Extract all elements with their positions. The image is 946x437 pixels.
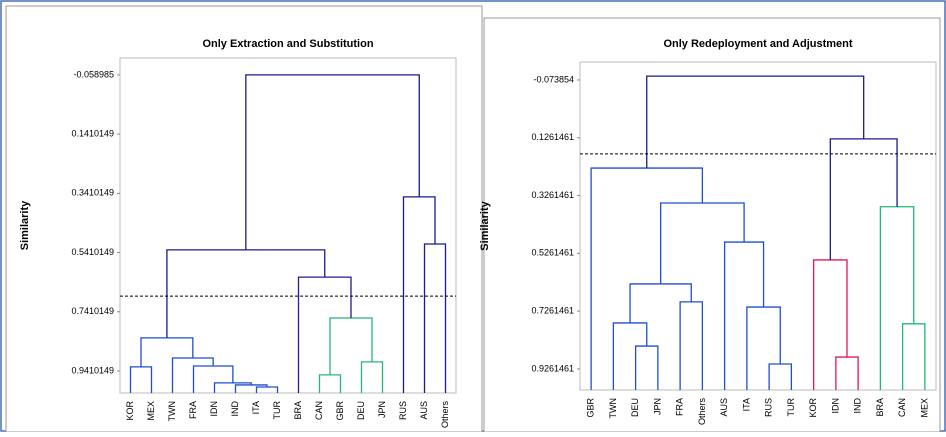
- dendrogram-link: [213, 382, 252, 393]
- dendrogram-link: [171, 357, 214, 393]
- leaf-label: CAN: [897, 398, 907, 417]
- leaf-label: TWN: [167, 401, 177, 422]
- leaf-label: RUS: [398, 401, 408, 420]
- leaf-label: MEX: [919, 398, 929, 418]
- dendrogram-link: [629, 283, 692, 323]
- y-axis-label: Similarity: [19, 200, 31, 250]
- y-tick-label: 0.9410149: [71, 365, 114, 375]
- leaf-label: GBR: [586, 398, 596, 418]
- leaf-label: IDN: [209, 401, 219, 417]
- y-tick-label: 0.3410149: [71, 188, 114, 198]
- chart-title: Only Redeployment and Adjustment: [663, 38, 852, 50]
- dendrogram-link: [812, 259, 848, 390]
- y-tick-label: -0.073854: [533, 74, 574, 84]
- leaf-label: GBR: [335, 401, 345, 421]
- leaf-label: TUR: [272, 401, 282, 420]
- panel: [5, 5, 483, 433]
- leaf-label: IND: [853, 398, 863, 414]
- leaf-label: DEU: [630, 398, 640, 417]
- leaf-label: KOR: [125, 401, 135, 421]
- leaf-label: JPN: [652, 398, 662, 415]
- chart-title: Only Extraction and Substitution: [202, 38, 373, 50]
- dendrogram-link: [297, 276, 352, 393]
- dendrogram-link: [746, 306, 781, 390]
- y-tick-label: 0.5261461: [531, 248, 574, 258]
- dendrogram-link: [255, 386, 279, 393]
- dendrogram-link: [234, 384, 268, 393]
- dendrogram-link: [660, 202, 745, 284]
- leaf-label: CAN: [314, 401, 324, 420]
- leaf-label: ITA: [741, 398, 751, 411]
- y-tick-label: 0.7261461: [531, 306, 574, 316]
- y-tick-label: 0.3261461: [531, 190, 574, 200]
- leaf-label: Others: [697, 398, 707, 426]
- y-tick-label: 0.5410149: [71, 247, 114, 257]
- leaf-label: IND: [230, 401, 240, 417]
- leaf-label: AUS: [719, 398, 729, 417]
- leaf-label: FRA: [188, 401, 198, 419]
- leaf-label: JPN: [377, 401, 387, 418]
- dendrogram-link: [646, 75, 865, 169]
- leaf-label: BRA: [875, 398, 885, 417]
- dendrogram-link: [129, 366, 153, 393]
- leaf-label: FRA: [675, 398, 685, 416]
- leaf-label: ITA: [251, 401, 261, 414]
- y-tick-label: 0.9261461: [531, 363, 574, 373]
- leaf-label: BRA: [293, 401, 303, 420]
- dendrogram-link: [318, 374, 342, 393]
- dendrogram-link: [140, 337, 194, 367]
- leaf-label: RUS: [764, 398, 774, 417]
- y-tick-label: 0.1410149: [71, 128, 114, 138]
- y-tick-label: 0.7410149: [71, 306, 114, 316]
- dendrogram-link: [835, 356, 859, 390]
- leaf-label: AUS: [419, 401, 429, 420]
- leaf-label: TUR: [786, 398, 796, 417]
- leaf-label: Others: [440, 401, 450, 429]
- plot-area: [579, 61, 937, 391]
- y-axis-label: Similarity: [479, 200, 491, 250]
- y-tick-label: -0.058985: [73, 69, 114, 79]
- leaf-label: TWN: [608, 398, 618, 419]
- dendrogram-link: [192, 365, 234, 393]
- y-tick-label: 0.1261461: [531, 132, 574, 142]
- leaf-label: MEX: [146, 401, 156, 421]
- leaf-label: IDN: [830, 398, 840, 414]
- leaf-label: KOR: [808, 398, 818, 418]
- dendrogram-link: [245, 74, 420, 250]
- dendrogram-link: [329, 317, 373, 375]
- plot-area: [119, 57, 457, 394]
- leaf-label: DEU: [356, 401, 366, 420]
- dendrogram-link: [723, 241, 765, 390]
